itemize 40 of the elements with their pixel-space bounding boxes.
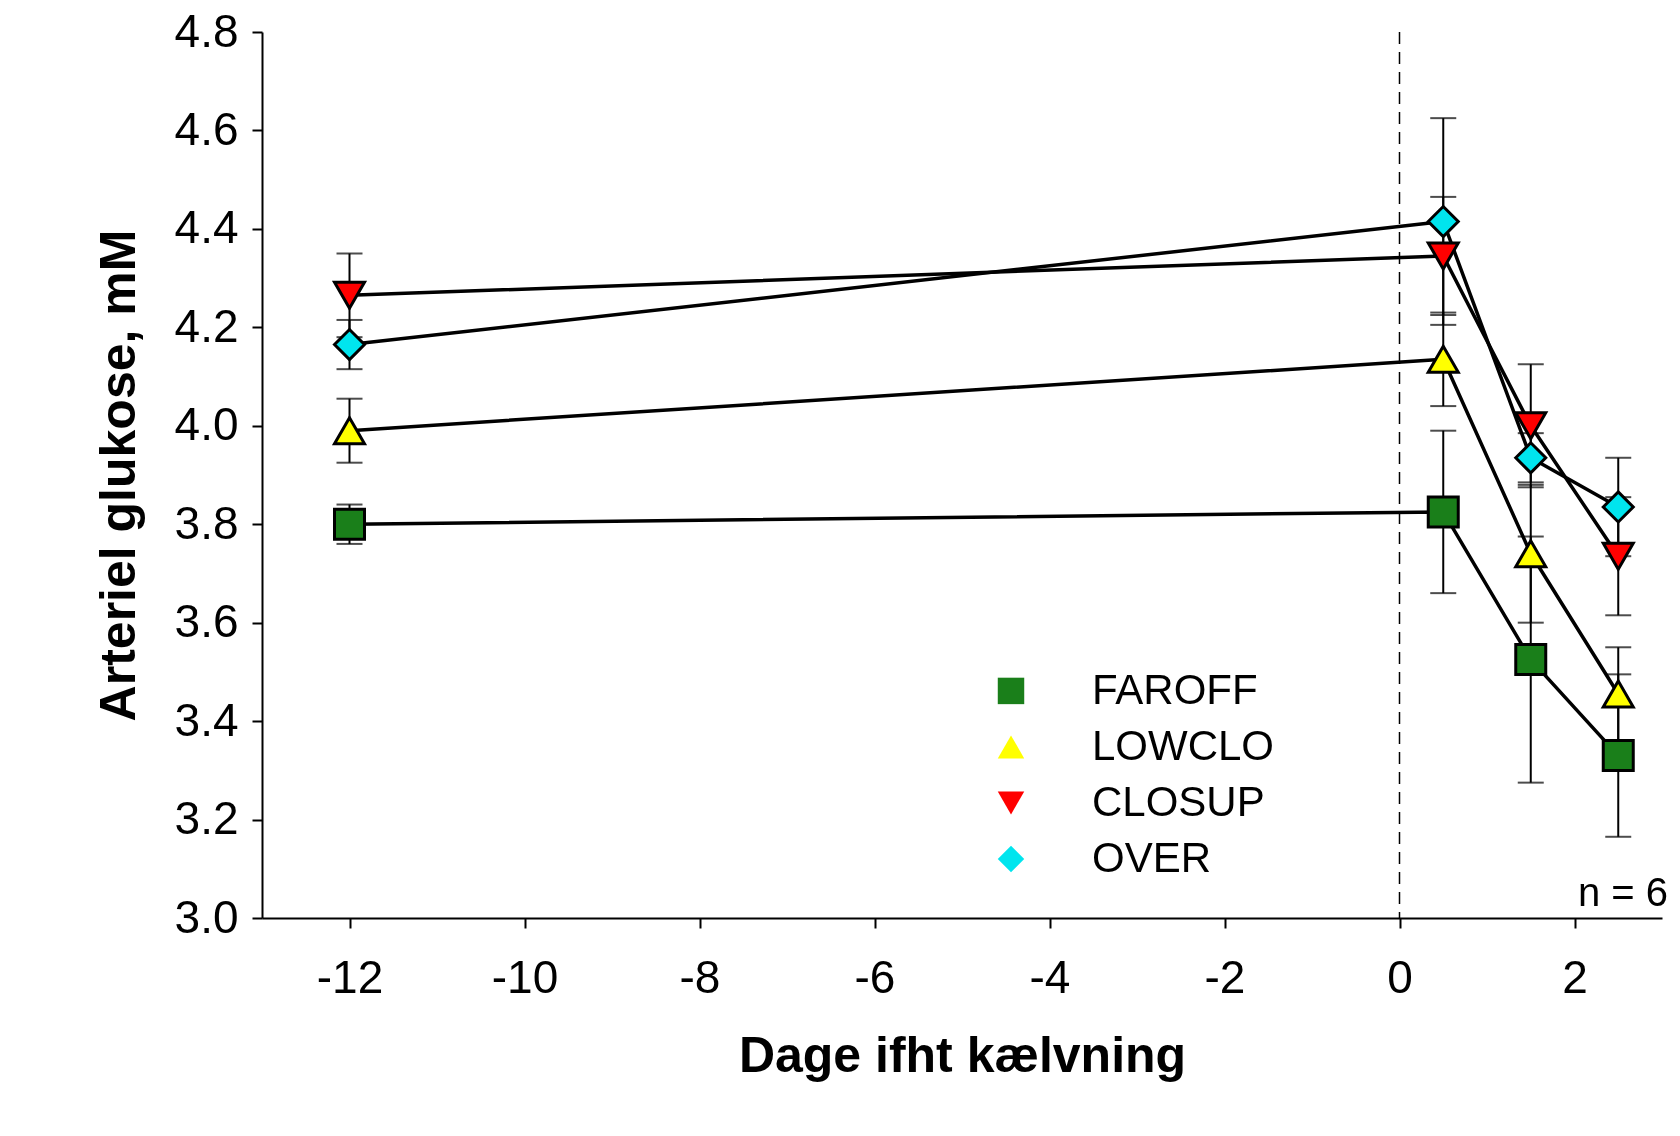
- x-tick-label: -10: [491, 950, 559, 1003]
- x-axis-title: Dage ifht kælvning: [738, 1026, 1187, 1083]
- point: [1601, 541, 1635, 571]
- y-tick-label: 3.2: [174, 792, 239, 845]
- point: [1514, 539, 1548, 569]
- point: [1601, 490, 1635, 524]
- y-tick-label: 4.2: [174, 299, 239, 352]
- point: [1514, 411, 1548, 441]
- point: [1601, 739, 1635, 773]
- x-tick-label: -8: [679, 950, 721, 1003]
- x-tick-label: 0: [1387, 950, 1413, 1003]
- legend-label: LOWCLO: [1092, 721, 1275, 769]
- point: [1426, 241, 1460, 271]
- x-tick-label: -12: [316, 950, 384, 1003]
- x-tick-label: -6: [854, 950, 896, 1003]
- y-tick-label: 3.8: [174, 496, 239, 549]
- x-tick-label: -2: [1204, 950, 1246, 1003]
- y-tick-label: 3.0: [174, 890, 239, 943]
- point: [1426, 495, 1460, 529]
- y-tick-label: 4.6: [174, 102, 239, 155]
- point: [1426, 344, 1460, 374]
- y-tick-label: 4.4: [174, 201, 239, 254]
- x-tick-label: 2: [1562, 950, 1588, 1003]
- y-axis-title: Arteriel glukose, mM: [89, 229, 146, 722]
- y-tick-label: 3.4: [174, 693, 239, 746]
- point: [333, 280, 366, 310]
- y-tick-label: 4.0: [174, 398, 239, 451]
- y-tick-label: 4.8: [174, 4, 239, 57]
- legend-label: OVER: [1092, 833, 1212, 881]
- point: [1426, 205, 1460, 239]
- y-tick-label: 3.6: [174, 595, 239, 648]
- annotation: n = 6: [1577, 870, 1668, 914]
- point: [1514, 643, 1548, 677]
- legend-label: FAROFF: [1092, 665, 1258, 713]
- point: [1601, 679, 1635, 709]
- point: [1514, 441, 1548, 475]
- x-tick-label: -4: [1029, 950, 1071, 1003]
- legend-label: CLOSUP: [1092, 777, 1265, 825]
- point: [333, 328, 366, 362]
- point: [333, 416, 366, 446]
